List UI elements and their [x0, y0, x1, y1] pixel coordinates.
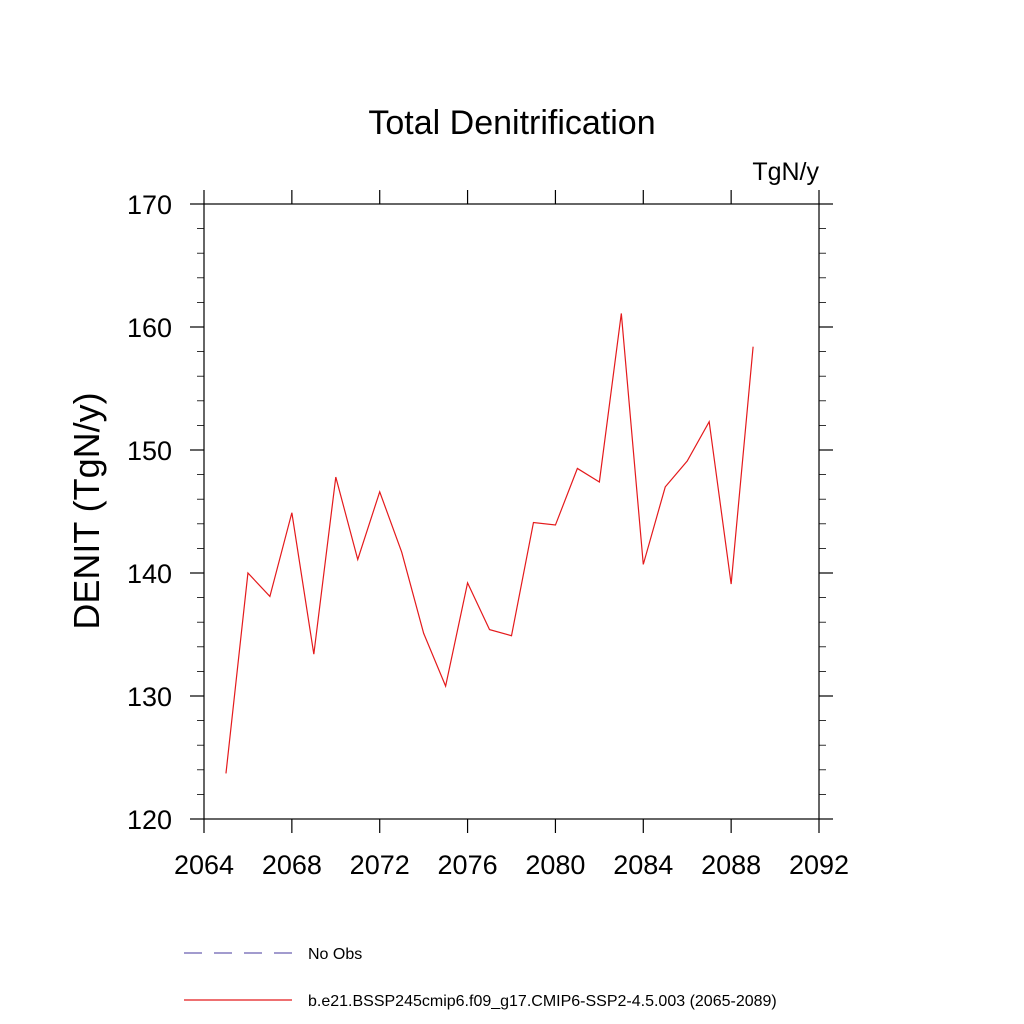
- x-tick-label: 2072: [350, 850, 410, 880]
- legend-label-model-run: b.e21.BSSP245cmip6.f09_g17.CMIP6-SSP2-4.…: [308, 993, 777, 1010]
- legend-label-no-obs: No Obs: [308, 946, 362, 963]
- y-axis-label: DENIT (TgN/y): [66, 392, 107, 629]
- y-tick-label: 140: [127, 559, 172, 589]
- x-tick-label: 2088: [701, 850, 761, 880]
- units-label: TgN/y: [752, 158, 819, 186]
- x-tick-label: 2084: [613, 850, 673, 880]
- legend: No Obs b.e21.BSSP245cmip6.f09_g17.CMIP6-…: [184, 946, 777, 1010]
- y-tick-label: 150: [127, 436, 172, 466]
- plot-frame: [203, 203, 820, 820]
- y-tick-label: 170: [127, 190, 172, 220]
- x-tick-label: 2064: [174, 850, 234, 880]
- x-tick-label: 2068: [262, 850, 322, 880]
- axis-ticks: [190, 190, 833, 833]
- x-tick-label: 2080: [525, 850, 585, 880]
- y-tick-label: 120: [127, 805, 172, 835]
- series-line-1: [225, 313, 754, 774]
- y-tick-label: 160: [127, 313, 172, 343]
- x-tick-label: 2076: [438, 850, 498, 880]
- chart-title: Total Denitrification: [368, 104, 655, 142]
- series-group: [225, 313, 754, 774]
- x-tick-label: 2092: [789, 850, 849, 880]
- y-tick-labels: 120 130 140 150 160 170: [127, 190, 172, 835]
- x-tick-labels: 2064 2068 2072 2076 2080 2084 2088 2092: [174, 850, 849, 880]
- y-tick-label: 130: [127, 682, 172, 712]
